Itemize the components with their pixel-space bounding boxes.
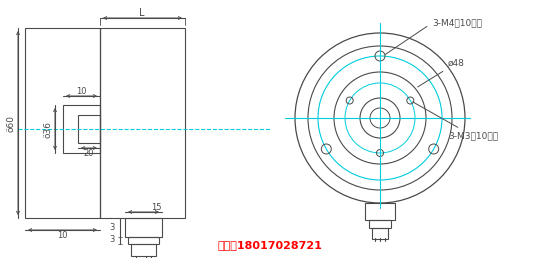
Text: ö36: ö36	[43, 120, 53, 138]
Bar	[63, 105, 100, 153]
Bar	[372, 228, 388, 239]
Bar	[25, 28, 100, 218]
Bar	[100, 28, 185, 218]
Text: 3: 3	[109, 222, 115, 231]
Bar	[125, 218, 162, 237]
Text: 10: 10	[57, 230, 67, 239]
Text: ö60: ö60	[7, 115, 16, 132]
Bar	[369, 220, 391, 228]
Text: 手机：18017028721: 手机：18017028721	[217, 240, 322, 250]
Bar	[78, 115, 100, 143]
Bar	[365, 203, 395, 220]
Text: ø48: ø48	[417, 59, 465, 87]
Text: 15: 15	[151, 204, 162, 213]
Text: 10: 10	[76, 86, 86, 95]
Text: 3-M4深10均布: 3-M4深10均布	[385, 19, 482, 54]
Bar	[128, 237, 159, 244]
Text: 3: 3	[109, 236, 115, 245]
Text: 3-M3深10均布: 3-M3深10均布	[412, 102, 498, 141]
Text: L: L	[139, 8, 145, 18]
Text: 20: 20	[84, 149, 94, 157]
Bar	[131, 244, 156, 256]
